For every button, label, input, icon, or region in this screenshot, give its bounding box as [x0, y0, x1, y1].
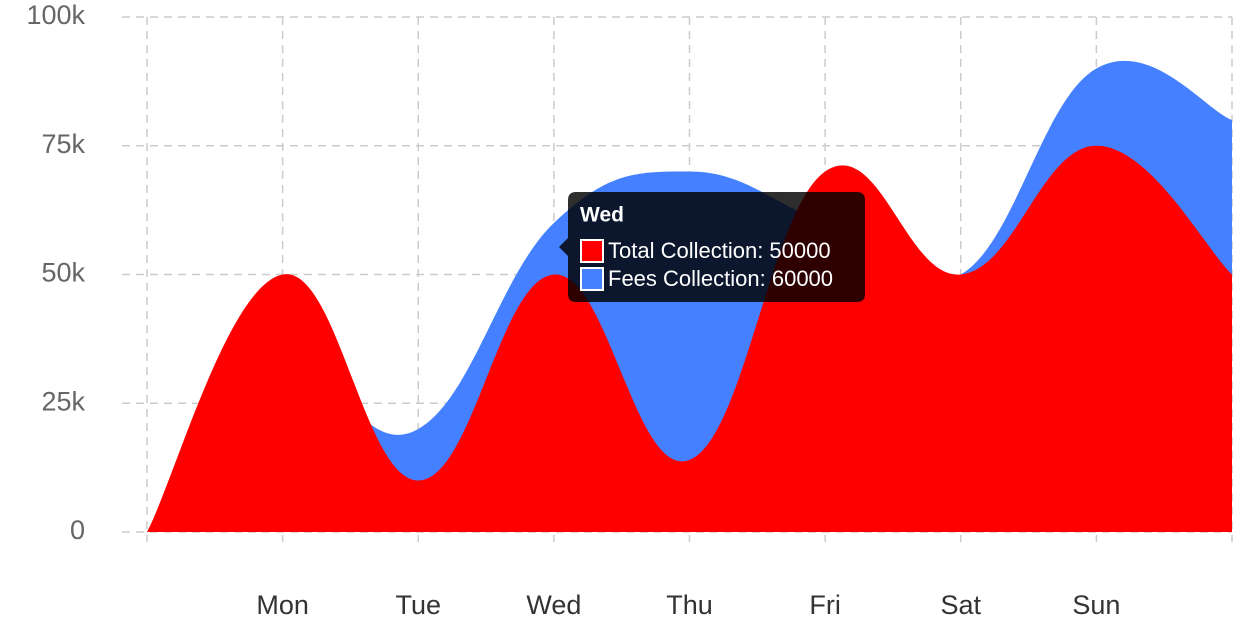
area: [147, 145, 1232, 532]
y-tick-label: 0: [70, 515, 85, 545]
tooltip-title: Wed: [580, 204, 624, 227]
tooltip: Wed Total Collection: 50000 Fees Collect…: [559, 192, 865, 302]
x-tick-label: Tue: [395, 590, 441, 620]
x-tick-label: Mon: [256, 590, 309, 620]
x-tick-label: Fri: [809, 590, 840, 620]
x-tick-label: Wed: [526, 590, 581, 620]
tooltip-swatch: [580, 267, 604, 291]
tooltip-line: Total Collection: 50000: [608, 238, 831, 263]
x-tick-label: Sat: [940, 590, 981, 620]
y-tick-label: 75k: [41, 129, 85, 159]
x-tick-label: Thu: [666, 590, 713, 620]
tooltip-swatch: [580, 239, 604, 263]
y-tick-label: 25k: [41, 386, 85, 416]
tooltip-box: [559, 192, 865, 302]
tooltip-line: Fees Collection: 60000: [608, 266, 833, 291]
labels: 0 25k 50k 75k 100k Mon Tue Wed Thu Fri Sat Sun: [26, 0, 1120, 620]
x-tick-label: Sun: [1072, 590, 1120, 620]
y-tick-label: 50k: [41, 258, 85, 288]
y-tick-label: 100k: [26, 0, 85, 30]
